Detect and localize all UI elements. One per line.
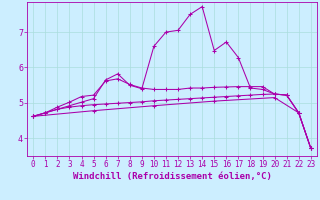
X-axis label: Windchill (Refroidissement éolien,°C): Windchill (Refroidissement éolien,°C): [73, 172, 271, 181]
